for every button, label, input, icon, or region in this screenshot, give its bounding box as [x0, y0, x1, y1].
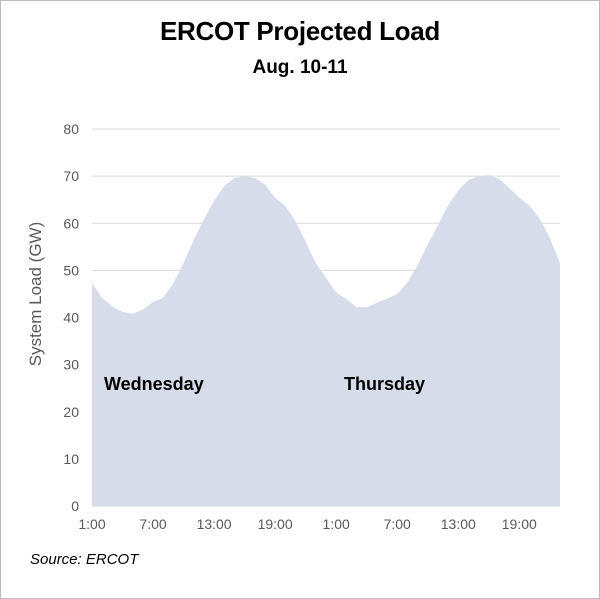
annotation-thursday: Thursday	[344, 374, 425, 394]
y-tick-label: 50	[63, 262, 79, 278]
y-tick-label: 70	[63, 168, 79, 184]
chart-title: ERCOT Projected Load	[159, 16, 441, 46]
y-tick-label: 10	[63, 451, 79, 467]
x-tick-label: 19:00	[258, 516, 293, 532]
y-axis-label: System Load (GW)	[26, 222, 45, 367]
x-tick-label: 19:00	[502, 516, 537, 532]
y-tick-label: 60	[63, 215, 79, 231]
x-tick-label: 13:00	[197, 516, 232, 532]
y-tick-label: 30	[63, 357, 79, 373]
x-tick-label: 7:00	[384, 516, 411, 532]
x-tick-label: 1:00	[323, 516, 350, 532]
y-tick-label: 40	[63, 310, 79, 326]
x-tick-label: 1:00	[78, 516, 105, 532]
load-area	[92, 175, 560, 506]
y-tick-label: 20	[63, 404, 79, 420]
y-tick-label: 80	[63, 121, 79, 137]
source-note: Source: ERCOT	[30, 551, 139, 568]
annotation-wednesday: Wednesday	[104, 374, 204, 394]
x-tick-label: 13:00	[441, 516, 476, 532]
x-tick-label: 7:00	[139, 516, 166, 532]
y-tick-label: 0	[71, 498, 79, 514]
chart-subtitle: Aug. 10-11	[252, 57, 348, 78]
